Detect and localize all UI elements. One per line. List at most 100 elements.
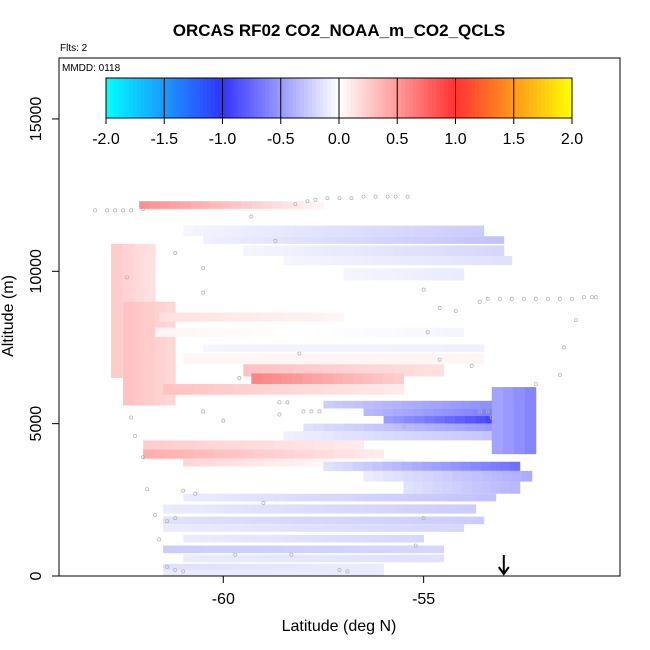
heatmap-cell bbox=[263, 458, 274, 467]
heatmap-cell bbox=[384, 493, 396, 502]
heatmap-cell bbox=[263, 569, 274, 576]
heatmap-cell bbox=[253, 524, 264, 532]
heatmap-cell bbox=[293, 364, 304, 377]
heatmap-cell bbox=[363, 373, 374, 385]
heatmap-cell bbox=[173, 440, 184, 450]
heatmap-cell bbox=[392, 431, 403, 441]
y-tick-label: 10000 bbox=[28, 249, 45, 294]
heatmap-cell bbox=[402, 256, 413, 266]
heatmap-cell bbox=[353, 236, 364, 244]
flight-track-point bbox=[521, 296, 526, 301]
flight-track-point bbox=[309, 409, 314, 414]
heatmap-cell bbox=[403, 545, 415, 554]
heatmap-cell bbox=[263, 364, 274, 377]
heatmap-cell bbox=[251, 201, 263, 209]
heatmap-cell bbox=[233, 493, 245, 502]
plot-frame bbox=[58, 57, 621, 577]
heatmap-cell bbox=[403, 554, 415, 563]
colorbar-segment bbox=[230, 78, 235, 118]
flight-track-point bbox=[165, 564, 170, 569]
heatmap-cell bbox=[491, 387, 504, 455]
heatmap-cell bbox=[243, 440, 254, 450]
heatmap-cell bbox=[294, 493, 305, 502]
heatmap-cell bbox=[243, 353, 254, 365]
heatmap-cell bbox=[283, 364, 294, 377]
heatmap-cell bbox=[324, 327, 335, 337]
heatmap-cell bbox=[374, 327, 385, 337]
heatmap-cell bbox=[363, 384, 374, 395]
colorbar-segment bbox=[140, 78, 146, 118]
heatmap-cell bbox=[512, 470, 523, 482]
heatmap-cell bbox=[193, 563, 204, 572]
heatmap-cell bbox=[383, 470, 394, 482]
flight-track-point bbox=[173, 567, 178, 572]
colorbar-segment bbox=[544, 78, 550, 118]
heatmap-cell bbox=[203, 534, 214, 543]
heatmap-cell bbox=[414, 423, 426, 432]
heatmap-cell bbox=[492, 470, 503, 482]
heatmap-cell bbox=[293, 384, 304, 395]
heatmap-cell bbox=[139, 201, 150, 209]
heatmap-cell bbox=[403, 408, 415, 417]
colorbar-segment bbox=[109, 78, 115, 118]
heatmap-cell bbox=[313, 440, 324, 450]
heatmap-cell bbox=[263, 353, 274, 365]
heatmap-cell bbox=[473, 245, 485, 257]
heatmap-cell bbox=[243, 534, 254, 543]
heatmap-cell bbox=[233, 516, 244, 525]
colorbar-segment bbox=[397, 78, 402, 118]
heatmap-cell bbox=[273, 236, 284, 244]
heatmap-cell bbox=[442, 470, 454, 482]
heatmap-cell bbox=[354, 504, 366, 514]
flight-track-point bbox=[105, 208, 110, 213]
heatmap-cell bbox=[432, 470, 444, 482]
heatmap-cell bbox=[313, 364, 324, 377]
colorbar-segment bbox=[474, 78, 480, 118]
colorbar-segment bbox=[307, 78, 313, 118]
heatmap-cell bbox=[183, 569, 194, 576]
heatmap-cell bbox=[413, 364, 425, 377]
heatmap-cell bbox=[373, 245, 384, 257]
heatmap-cell bbox=[303, 458, 314, 467]
heatmap-cell bbox=[373, 268, 384, 281]
heatmap-cell bbox=[500, 461, 511, 471]
heatmap-cell bbox=[485, 493, 497, 502]
heatmap-cell bbox=[343, 353, 354, 365]
heatmap-cell bbox=[470, 400, 481, 409]
heatmap-cell bbox=[413, 516, 425, 525]
colorbar-segment bbox=[505, 78, 511, 118]
heatmap-cell bbox=[303, 545, 314, 554]
heatmap-cell bbox=[293, 236, 304, 244]
heatmap-cell bbox=[453, 353, 465, 365]
heatmap-cell bbox=[313, 458, 324, 467]
heatmap-cell bbox=[501, 256, 513, 266]
heatmap-cell bbox=[472, 470, 483, 482]
colorbar-tick-label: 1.0 bbox=[444, 131, 466, 148]
heatmap-cell bbox=[382, 431, 394, 441]
heatmap-cell bbox=[374, 423, 385, 432]
colorbar-segment bbox=[210, 78, 216, 118]
colorbar-segment bbox=[137, 78, 142, 118]
heatmap-cell bbox=[213, 384, 224, 395]
heatmap-cell bbox=[303, 440, 314, 450]
heatmap-cell bbox=[510, 461, 521, 471]
flight-track-point bbox=[129, 415, 134, 420]
heatmap-cell bbox=[223, 384, 234, 395]
colorbar-tick-label: -2.0 bbox=[92, 131, 120, 148]
heatmap-cell bbox=[143, 440, 154, 450]
colorbar-segment bbox=[199, 78, 204, 118]
colorbar-segment bbox=[405, 78, 410, 118]
heatmap-cell bbox=[393, 236, 405, 244]
heatmap-cell bbox=[193, 504, 204, 514]
heatmap-cell bbox=[402, 461, 413, 471]
heatmap-cell bbox=[405, 504, 416, 514]
heatmap-cell bbox=[443, 353, 455, 365]
heatmap-cell bbox=[312, 373, 323, 385]
heatmap-cell bbox=[413, 408, 425, 417]
heatmap-cell bbox=[433, 245, 445, 257]
heatmap-cell bbox=[453, 225, 465, 237]
heatmap-cell bbox=[463, 353, 475, 365]
colorbar-segment bbox=[513, 78, 519, 118]
flights-note: Flts: 2 bbox=[60, 43, 88, 54]
heatmap-cell bbox=[465, 504, 477, 514]
